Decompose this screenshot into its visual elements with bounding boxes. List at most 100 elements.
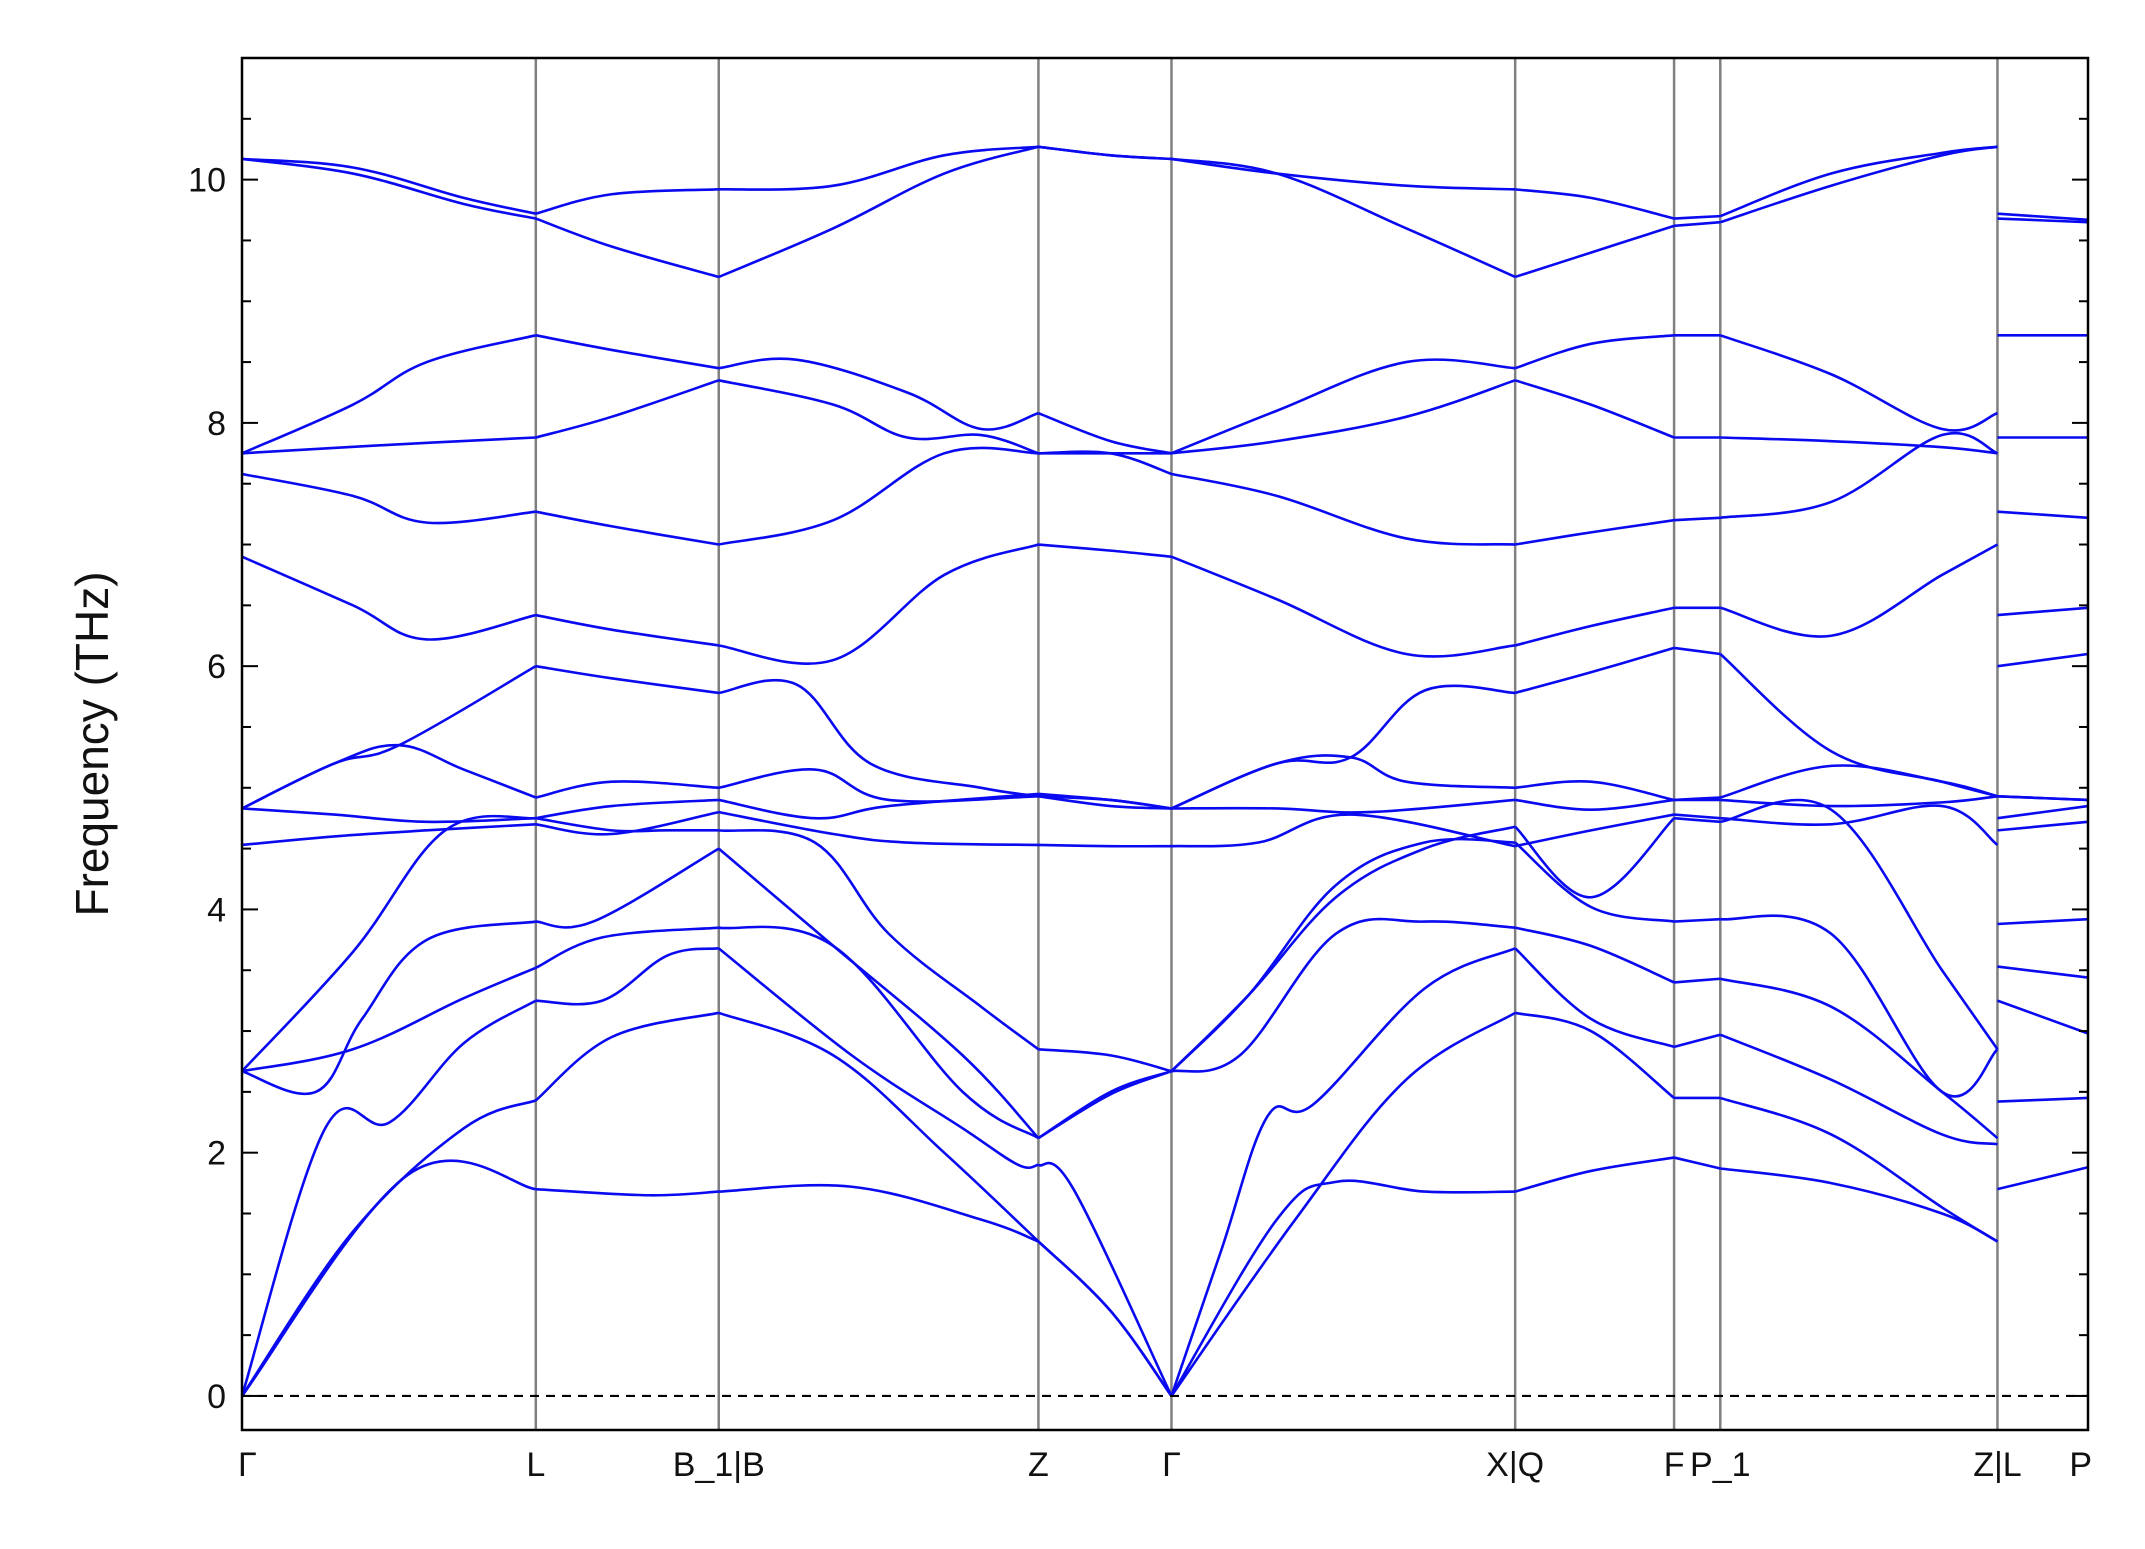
band-line-8 [535, 798, 719, 820]
band-line-5 [717, 847, 1040, 1139]
band-line-2 [1170, 1011, 1516, 1397]
band-line-3 [1719, 1033, 1998, 1146]
band-line-14 [1719, 334, 1998, 432]
y-tick-label: 8 [207, 405, 226, 443]
x-kpoint-label: B_1|B [673, 1446, 765, 1484]
band-line-8 [1515, 798, 1675, 811]
band-line-5 [1514, 841, 1675, 923]
band-line-10 [1514, 646, 1675, 695]
band-line-9 [1038, 795, 1172, 810]
kpoint-divider-lines [534, 58, 1999, 1430]
band-line-4 [1673, 977, 1721, 984]
band-line-2 [1037, 1240, 1173, 1397]
band-line-4 [1514, 926, 1675, 984]
band-line-6 [1038, 1047, 1172, 1073]
band-line-15 [241, 157, 537, 220]
band-line-14 [241, 334, 537, 455]
band-line-11 [1719, 543, 1999, 638]
band-line-12 [718, 446, 1039, 546]
band-line-2 [1997, 1096, 2089, 1103]
band-line-15 [1997, 217, 2089, 224]
band-line-15 [1673, 220, 1721, 228]
band-line-15 [1514, 224, 1675, 279]
band-line-11 [1170, 555, 1516, 658]
band-line-11 [535, 613, 719, 647]
band-line-4 [241, 966, 537, 1073]
x-kpoint-label: Z [1028, 1446, 1049, 1484]
band-line-1 [535, 1187, 719, 1197]
band-line-6 [1673, 816, 1721, 824]
y-tick-label: 4 [207, 891, 226, 929]
band-line-4 [718, 925, 1040, 1140]
band-line-5 [1674, 917, 1721, 923]
band-line-7 [718, 810, 1039, 847]
band-line-12 [1514, 518, 1675, 546]
band-line-8 [1171, 798, 1516, 814]
band-line-11 [241, 555, 537, 641]
band-line-12 [1720, 431, 1999, 520]
band-line-9 [1515, 780, 1675, 802]
band-line-13 [241, 436, 536, 455]
x-kpoint-label: Γ [238, 1446, 257, 1484]
band-line-1 [718, 1183, 1039, 1243]
y-tick-label: 0 [207, 1378, 226, 1416]
band-line-12 [241, 472, 536, 525]
band-line-3 [1514, 947, 1675, 1049]
x-kpoint-label: P [2069, 1446, 2092, 1484]
band-line-9 [718, 768, 1039, 803]
y-tick-label: 2 [207, 1135, 226, 1173]
plot-frame [240, 56, 2090, 1432]
band-line-5 [535, 847, 720, 929]
band-line-3 [240, 999, 537, 1397]
band-line-15 [1171, 157, 1516, 279]
band-line-10 [1719, 653, 1998, 798]
band-line-9 [535, 780, 719, 799]
band-line-16 [1171, 157, 1516, 191]
band-line-6 [1997, 820, 2089, 832]
band-line-2 [534, 1011, 720, 1102]
x-kpoint-label: Γ [1162, 1446, 1181, 1484]
band-line-16 [241, 157, 537, 215]
band-line-13 [1514, 379, 1675, 439]
band-line-3 [1673, 1033, 1721, 1049]
band-line-16 [1515, 188, 1675, 220]
x-kpoint-label: Z|L [1973, 1446, 2022, 1484]
band-line-12 [1997, 510, 2089, 520]
band-line-15 [718, 145, 1039, 279]
band-line-13 [535, 379, 720, 439]
band-line-10 [1038, 795, 1172, 810]
band-line-13 [1171, 379, 1516, 455]
band-line-13 [718, 379, 1039, 455]
phonon-bands [240, 145, 2089, 1397]
band-line-3 [1037, 1161, 1173, 1397]
band-line-7 [1673, 813, 1721, 820]
band-line-16 [1997, 212, 2089, 222]
band-line-10 [718, 678, 1039, 798]
band-line-7 [1997, 804, 2089, 820]
y-tick-label: 10 [188, 162, 226, 200]
band-line-14 [718, 357, 1039, 431]
band-line-3 [1170, 947, 1516, 1397]
band-line-15 [535, 217, 720, 279]
band-line-6 [241, 814, 536, 1073]
band-line-10 [1997, 652, 2089, 668]
band-line-2 [1719, 1096, 1999, 1243]
x-kpoint-label: X|Q [1486, 1446, 1544, 1484]
band-line-16 [1719, 145, 1998, 218]
band-line-6 [1170, 825, 1516, 1073]
band-line-8 [1720, 795, 1998, 808]
band-line-1 [1673, 1156, 1721, 1170]
band-line-7 [1038, 843, 1172, 848]
band-line-1 [1997, 1166, 2089, 1191]
band-line-10 [1673, 646, 1721, 656]
band-line-1 [1170, 1179, 1516, 1397]
band-line-16 [1038, 145, 1172, 161]
band-line-7 [241, 822, 536, 847]
band-line-11 [1038, 543, 1172, 558]
y-tick-label: 6 [207, 648, 226, 686]
band-line-10 [535, 664, 719, 695]
band-line-6 [718, 828, 1040, 1051]
band-line-12 [1171, 472, 1516, 546]
